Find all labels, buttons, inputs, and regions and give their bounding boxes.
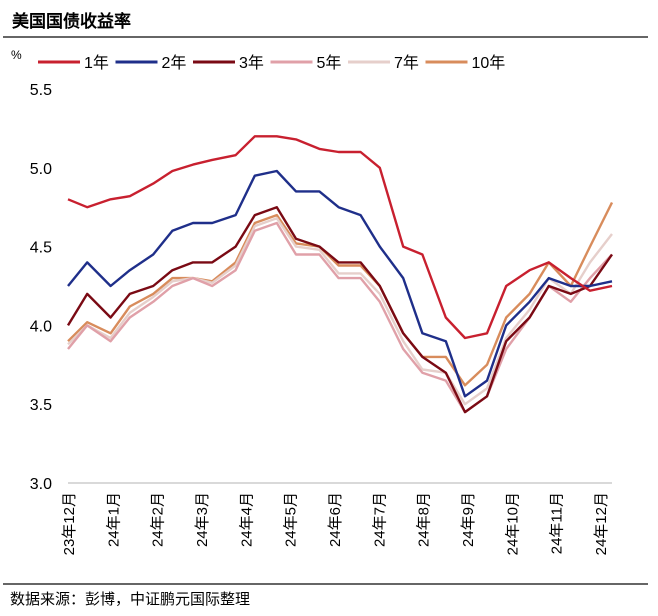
legend-label: 1年 xyxy=(84,54,109,72)
x-tick-label: 24年3月 xyxy=(194,492,211,547)
source-note: 数据来源：彭博，中证鹏元国际整理 xyxy=(10,591,250,608)
y-tick-label: 3.0 xyxy=(30,476,52,493)
legend: 1年 2年 3年 5年 7年 10年 xyxy=(38,54,505,72)
y-tick-label: 3.5 xyxy=(30,397,52,414)
chart-title: 美国国债收益率 xyxy=(12,11,131,31)
x-tick-label: 24年8月 xyxy=(416,492,433,547)
x-tick-label: 24年5月 xyxy=(283,492,300,547)
y-axis-unit: % xyxy=(11,48,22,62)
legend-label: 5年 xyxy=(317,54,342,72)
y-tick-label: 5.5 xyxy=(30,82,52,99)
x-tick-label: 24年4月 xyxy=(238,492,255,547)
y-tick-label: 4.0 xyxy=(30,318,52,335)
x-tick-label: 23年12月 xyxy=(61,492,78,555)
series-lines xyxy=(66,135,614,414)
series-line-5年 xyxy=(67,221,613,414)
legend-label: 7年 xyxy=(394,54,419,72)
y-tick-label: 5.0 xyxy=(30,161,52,178)
x-tick-label: 24年11月 xyxy=(549,492,566,554)
x-tick-label: 24年6月 xyxy=(327,492,344,547)
x-tick-label: 24年1月 xyxy=(105,492,122,547)
x-tick-label: 24年2月 xyxy=(150,492,167,547)
legend-label: 2年 xyxy=(162,54,187,72)
series-line-1年 xyxy=(67,135,613,340)
legend-label: 3年 xyxy=(239,54,264,72)
series-line-2年 xyxy=(67,169,613,398)
x-tick-label: 24年7月 xyxy=(371,492,388,547)
y-tick-label: 4.5 xyxy=(30,240,52,257)
x-tick-label: 24年9月 xyxy=(460,492,477,547)
legend-label: 10年 xyxy=(472,54,506,72)
y-axis: 5.5 5.0 4.5 4.0 3.5 3.0 xyxy=(30,82,52,493)
series-line-3年 xyxy=(66,205,613,414)
series-line-10年 xyxy=(67,201,614,387)
x-tick-label: 24年12月 xyxy=(593,492,610,555)
series-line-7年 xyxy=(67,216,613,406)
x-axis: 23年12月 24年1月 24年2月 24年3月 24年4月 24年5月 24年6月 24年7… xyxy=(61,492,610,555)
x-tick-label: 24年10月 xyxy=(504,492,521,555)
